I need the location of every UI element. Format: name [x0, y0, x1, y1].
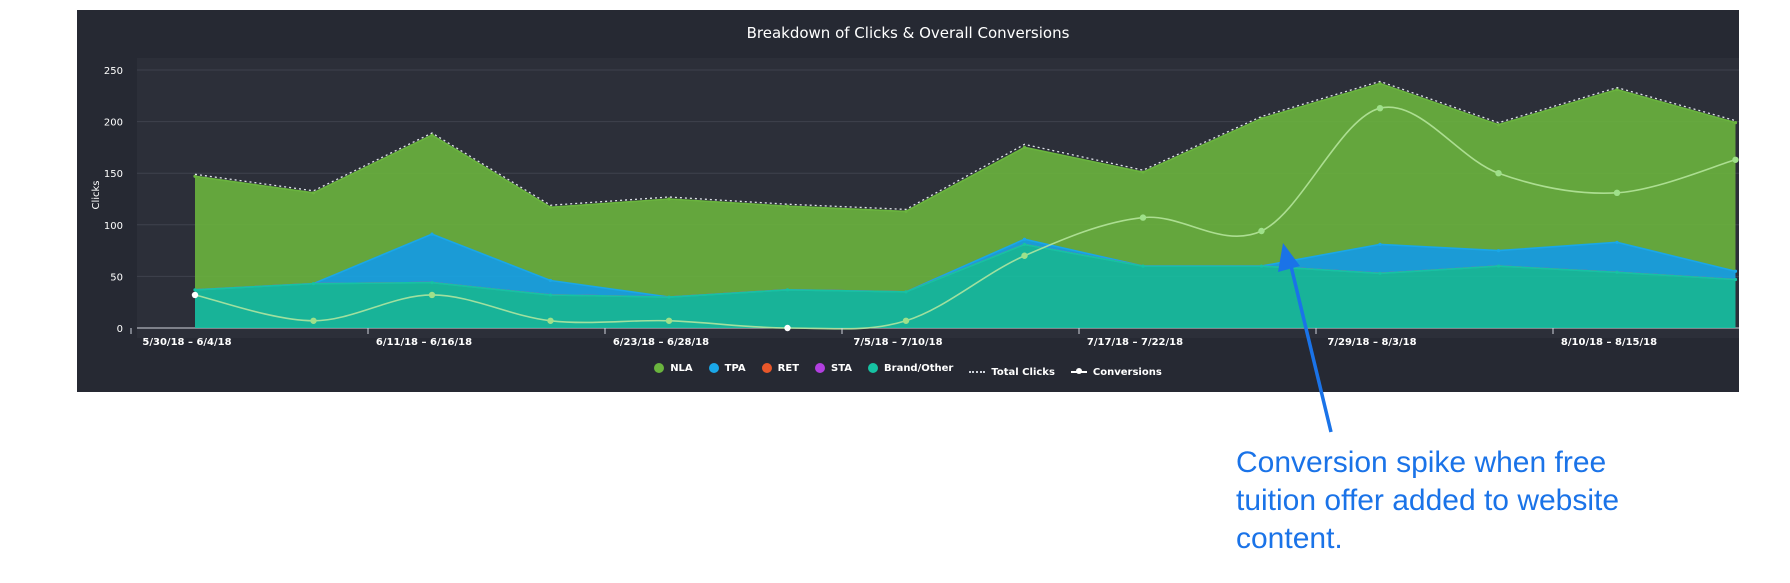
conversions-point [1376, 104, 1384, 112]
point-tpa [1733, 269, 1738, 273]
point-brand-other [311, 282, 316, 286]
point-nla [548, 205, 553, 209]
conversions-point [547, 317, 554, 324]
point-brand-other [193, 288, 197, 292]
point-tpa [430, 232, 434, 236]
point-brand-other [430, 280, 434, 285]
conversions-point [1139, 214, 1147, 221]
point-brand-other [1259, 264, 1264, 268]
legend-item-conversions[interactable]: Conversions [1070, 366, 1162, 378]
area-edge-tpa [194, 233, 1736, 298]
area-edge-nla [194, 82, 1736, 213]
axes: 0 50 100 150 200 250 5/30/18 – 6/4/18 6/11/18 –… [104, 66, 1657, 348]
conversions-point [902, 317, 910, 324]
x-tick-label: 7/29/18 – 8/3/18 [1327, 337, 1416, 348]
x-tick-label: 5/30/18 – 6/4/18 [142, 337, 231, 348]
legend-label: TPA [724, 362, 746, 374]
point-brand-other [1496, 264, 1501, 268]
chart-title: Breakdown of Clicks & Overall Conversion… [746, 24, 1070, 42]
point-brand-other [785, 288, 790, 292]
legend-marker [815, 363, 826, 373]
conversions-point [1495, 170, 1502, 177]
point-brand-other [904, 290, 908, 294]
y-tick-label: 50 [110, 272, 123, 283]
legend-label: Brand/Other [884, 362, 954, 374]
point-nla [667, 197, 671, 201]
conversions-line [194, 106, 1736, 330]
conversions-point [665, 317, 673, 324]
legend-label: Total Clicks [991, 366, 1055, 378]
point-tpa [1378, 242, 1382, 247]
point-tpa [1022, 237, 1027, 241]
point-brand-other [1378, 271, 1382, 275]
legend-marker [708, 363, 719, 373]
conversions-point [1258, 227, 1265, 235]
area-series [193, 81, 1738, 328]
legend-label: RET [777, 362, 800, 374]
point-brand-other [1615, 270, 1619, 274]
x-tick-label: 7/17/18 – 7/22/18 [1087, 337, 1183, 348]
chart-panel: Breakdown of Clicks & Overall Conversion… [77, 10, 1739, 392]
conversions-point [784, 324, 791, 332]
x-tick-label: 6/11/18 – 6/16/18 [376, 337, 472, 348]
total-clicks-line [194, 80, 1736, 211]
y-axis-label: Clicks [91, 180, 102, 209]
legend-label: STA [831, 362, 853, 374]
point-brand-other [1141, 264, 1145, 268]
x-tick-label: 7/5/18 – 7/10/18 [853, 337, 942, 348]
point-brand-other [548, 293, 553, 297]
point-nla [904, 209, 908, 213]
legend-item-ret[interactable]: RET [761, 362, 800, 374]
point-tpa [1615, 240, 1619, 244]
legend-label: Conversions [1092, 366, 1162, 378]
legend-label: NLA [670, 362, 693, 374]
chart-svg: 0 50 100 150 200 250 5/30/18 – 6/4/18 6/11/18 –… [91, 58, 1739, 348]
y-tick-label: 150 [104, 169, 123, 180]
point-nla [1615, 88, 1619, 92]
point-nla [1141, 170, 1145, 174]
legend-item-nla[interactable]: NLA [654, 362, 693, 374]
conversions-point [1613, 189, 1621, 197]
legend-item-total-clicks[interactable]: Total Clicks [969, 367, 1055, 378]
point-nla [311, 191, 316, 195]
y-tick-label: 100 [104, 221, 123, 232]
legend-item-tpa[interactable]: TPA [708, 362, 746, 374]
point-nla [1496, 123, 1501, 127]
line-series [191, 80, 1739, 332]
legend-marker [654, 363, 665, 373]
conversions-point [191, 291, 199, 299]
conversions-point [428, 291, 436, 299]
conversions-point [1732, 156, 1739, 163]
area-edge-brand-other [194, 243, 1736, 298]
y-tick-label: 200 [104, 118, 123, 129]
point-nla [1733, 121, 1738, 125]
point-nla [430, 133, 434, 137]
point-nla [1378, 81, 1382, 86]
point-tpa [548, 278, 553, 283]
legend-marker [1070, 368, 1087, 374]
legend-marker [868, 363, 879, 373]
point-brand-other [1022, 242, 1027, 247]
conversions-point [1021, 252, 1028, 259]
area-brand-other [195, 244, 1736, 328]
area-nla [195, 83, 1736, 298]
legend-marker [969, 371, 986, 373]
point-nla [1022, 145, 1027, 149]
legend-item-sta[interactable]: STA [815, 363, 852, 374]
point-brand-other [667, 295, 671, 299]
y-tick-label: 0 [117, 324, 123, 335]
legend: NLA TPA RET STA Brand/Other Total Clicks Conve… [77, 360, 1739, 378]
legend-marker [761, 363, 772, 373]
x-tick-label: 8/10/18 – 8/15/18 [1561, 337, 1657, 348]
point-nla [1259, 116, 1264, 121]
legend-item-brand-other[interactable]: Brand/Other [868, 363, 953, 374]
point-nla [785, 204, 790, 208]
point-brand-other [1733, 277, 1738, 282]
conversions-point [310, 317, 317, 324]
x-tick-label: 6/23/18 – 6/28/18 [613, 337, 709, 348]
point-tpa [1496, 249, 1501, 253]
point-nla [193, 174, 197, 178]
annotation-text: Conversion spike when free tuition offer… [1236, 446, 1620, 555]
y-tick-label: 250 [104, 66, 123, 77]
